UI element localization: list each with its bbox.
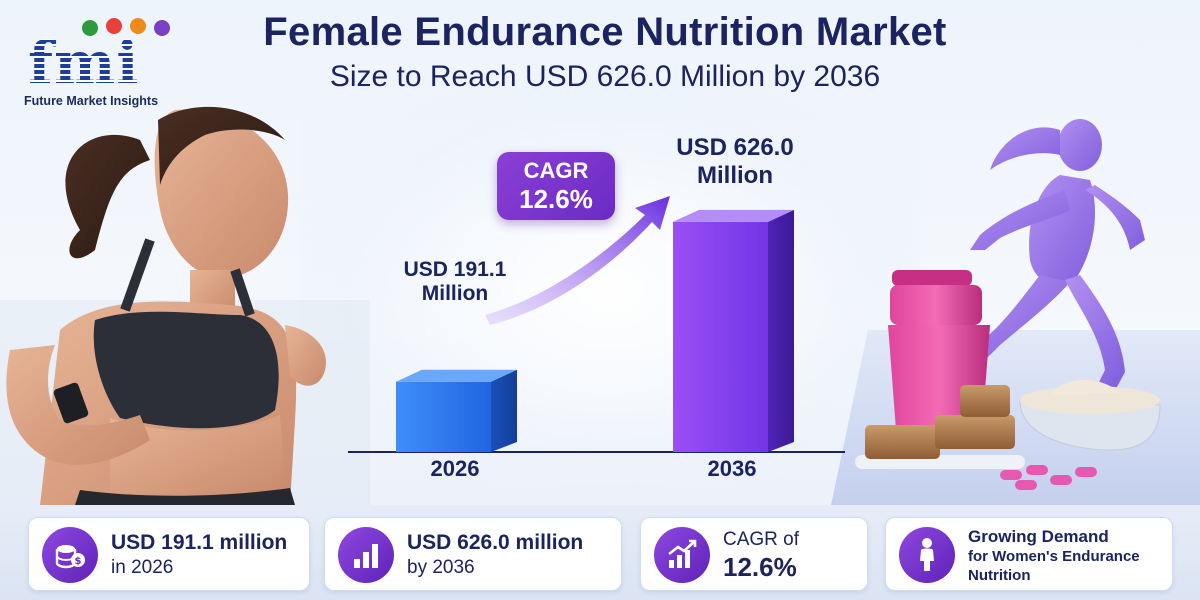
bar-top-2026 (396, 369, 517, 382)
logo-dot-orange-icon (130, 18, 146, 34)
woman-icon (899, 527, 955, 583)
summary-card-demand: Growing Demand for Women's Endurance Nut… (885, 517, 1173, 591)
card-cagr-value: 12.6% (723, 552, 797, 582)
market-size-chart: CAGR 12.6% USD 191.1 Million USD 626.0 M… (340, 120, 860, 500)
page-subtitle: Size to Reach USD 626.0 Million by 2036 (329, 60, 881, 93)
bar-value-label-2036: USD 626.0 Million (650, 134, 820, 190)
hero-stage: fmi Future Market Insights Female Endura… (0, 10, 1200, 505)
card-demand-line3: Nutrition (968, 566, 1031, 584)
cagr-badge-label: CAGR (523, 158, 589, 183)
female-athlete-illustration (0, 106, 370, 505)
page-title: Female Endurance Nutrition Market (263, 10, 947, 54)
chart-canvas (348, 196, 845, 453)
svg-text:$: $ (75, 556, 82, 567)
card-2036-value: USD 626.0 million (407, 531, 584, 554)
bar-value-label-2026: USD 191.1 Million (380, 258, 530, 306)
cagr-badge-value: 12.6% (519, 184, 593, 214)
card-2026-caption: in 2026 (111, 557, 174, 578)
logo-company-name: Future Market Insights (24, 94, 159, 108)
bar-top-2036 (673, 209, 794, 222)
logo-mark: fmi (28, 29, 140, 97)
logo-dot-green-icon (82, 20, 98, 36)
logo-dot-red-icon (106, 18, 122, 34)
card-2036-caption: by 2036 (407, 557, 475, 578)
bar-unit-2036: Million (697, 162, 773, 189)
card-2026-value: USD 191.1 million (111, 531, 288, 554)
logo-dots (82, 18, 182, 38)
summary-cards: $ USD 191.1 million in 2026 USD 626.0 mi… (0, 505, 1200, 600)
bar-chart-icon (338, 527, 394, 583)
summary-card-2026: $ USD 191.1 million in 2026 (28, 517, 310, 591)
card-cagr-label: CAGR of (723, 529, 800, 550)
x-tick-label-2036: 2036 (707, 456, 757, 481)
coins-icon: $ (42, 527, 98, 583)
bar-side-2026 (491, 369, 517, 452)
bar-2026 (396, 369, 517, 452)
summary-card-cagr: CAGR of 12.6% (640, 517, 868, 591)
bar-2036 (673, 209, 794, 452)
brand-logo[interactable]: fmi Future Market Insights (18, 14, 188, 108)
bar-unit-2026: Million (421, 282, 489, 305)
bar-value-2026: USD 191.1 (403, 258, 507, 281)
x-tick-label-2026: 2026 (430, 456, 480, 481)
card-demand-line1: Growing Demand (968, 526, 1109, 546)
bar-side-2036 (768, 209, 794, 452)
growth-chart-icon (654, 527, 710, 583)
bar-front-2036 (673, 221, 768, 452)
bar-front-2026 (396, 381, 491, 452)
bar-value-2036: USD 626.0 (676, 134, 794, 161)
summary-card-2036: USD 626.0 million by 2036 (324, 517, 622, 591)
nutrition-products-illustration (855, 270, 1161, 490)
growth-arrow-icon (485, 196, 670, 325)
card-demand-line2: for Women's Endurance (968, 547, 1140, 565)
logo-dot-purple-icon (154, 20, 170, 36)
cagr-badge: CAGR 12.6% (497, 152, 615, 220)
